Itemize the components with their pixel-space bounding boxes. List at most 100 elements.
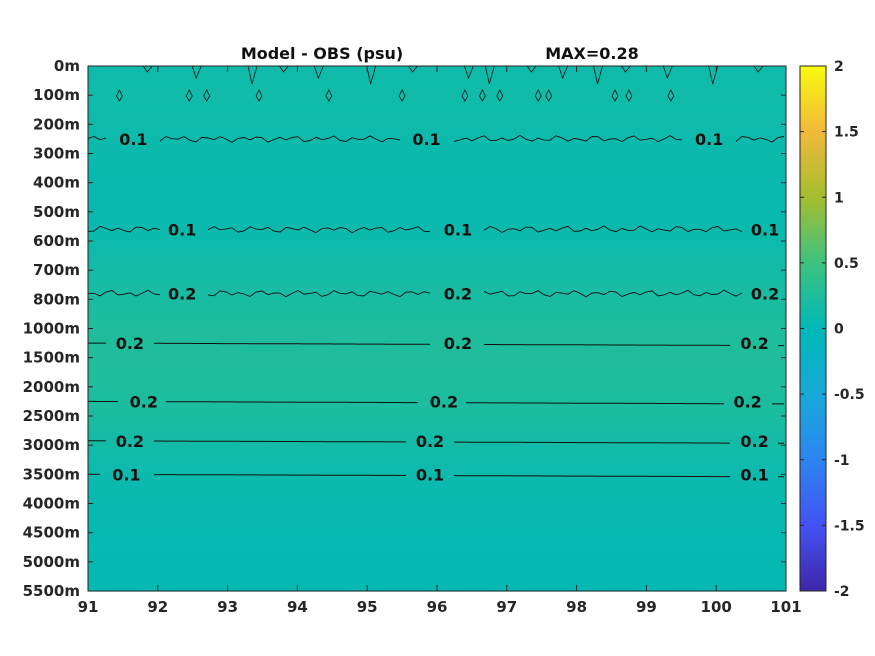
- surface-contour: [478, 89, 486, 102]
- contour-label: 0.1: [119, 130, 147, 149]
- field-band: [88, 386, 786, 395]
- contour-label: 0.2: [116, 432, 144, 451]
- field-band: [88, 168, 786, 176]
- field-band: [88, 510, 786, 519]
- surface-contour: [753, 65, 764, 73]
- surface-contour: [496, 89, 504, 102]
- field-band: [88, 226, 786, 235]
- colorbar-tick-label: 2: [834, 59, 844, 75]
- contour-label: 0.2: [430, 392, 458, 411]
- contour-label: 0.1: [695, 130, 723, 149]
- surface-contour: [621, 65, 631, 73]
- surface-contour: [464, 65, 474, 80]
- field-band: [88, 525, 786, 534]
- field-band: [88, 569, 786, 578]
- y-tick-label: 1000m: [23, 320, 80, 338]
- field-band: [88, 474, 786, 483]
- field-band: [88, 539, 786, 548]
- x-tick-label: 91: [78, 598, 99, 616]
- contour-label: 0.2: [740, 334, 768, 353]
- surface-contour: [191, 65, 202, 80]
- field-band: [88, 343, 786, 351]
- surface-contour: [625, 89, 633, 102]
- field-band: [88, 503, 786, 512]
- field-band: [88, 379, 786, 388]
- field-band: [88, 445, 786, 454]
- field-band: [88, 532, 786, 541]
- y-tick-label: 4500m: [23, 524, 80, 542]
- field-band: [88, 175, 786, 184]
- surface-contour: [255, 89, 263, 102]
- surface-contour: [545, 89, 553, 102]
- field-band: [88, 248, 786, 257]
- x-tick-label: 92: [147, 598, 168, 616]
- surface-contour: [366, 65, 377, 85]
- field-band: [88, 467, 786, 475]
- surface-contour: [526, 65, 537, 73]
- x-tick-label: 99: [636, 598, 657, 616]
- field-band: [88, 350, 786, 359]
- field-band: [88, 219, 786, 228]
- contour-label: 0.1: [416, 465, 444, 484]
- x-tick-label: 96: [427, 598, 448, 616]
- y-tick-label: 3000m: [23, 436, 80, 454]
- x-tick-label: 98: [566, 598, 587, 616]
- field-band: [88, 292, 786, 300]
- y-tick-label: 600m: [33, 232, 80, 250]
- y-tick-label: 4000m: [23, 495, 80, 513]
- surface-contour: [662, 65, 673, 80]
- field-band: [88, 408, 786, 417]
- x-axis: 91 92 93 94 95 96 97 98 99 100 101: [78, 66, 802, 616]
- field-band: [88, 437, 786, 446]
- contour-label: 0.1: [740, 465, 768, 484]
- contour-label: 0.2: [733, 392, 761, 411]
- colorbar-tick-label: -0.5: [834, 387, 865, 403]
- field-band: [88, 182, 786, 191]
- x-tick-label: 97: [496, 598, 517, 616]
- field-band: [88, 306, 786, 315]
- field-band: [88, 321, 786, 330]
- y-tick-label: 1500m: [23, 349, 80, 367]
- x-tick-label: 95: [357, 598, 378, 616]
- contour-label: 0.2: [740, 432, 768, 451]
- contour-line: [88, 400, 784, 405]
- contour-label: 0.1: [444, 220, 472, 239]
- plot-area: [88, 66, 786, 592]
- contour-label: 0.2: [416, 432, 444, 451]
- colorbar-tick-label: 0: [834, 322, 844, 338]
- y-tick-label: 100m: [33, 86, 80, 104]
- surface-contour: [408, 65, 418, 73]
- surface-contour: [461, 89, 469, 102]
- field-band: [88, 284, 786, 293]
- field-band: [88, 124, 786, 133]
- surface-contour: [247, 65, 258, 85]
- x-tick-label: 101: [770, 598, 801, 616]
- field-band: [88, 197, 786, 206]
- field-band: [88, 576, 786, 585]
- y-tick-label: 3500m: [23, 465, 80, 483]
- contour-line: [87, 134, 785, 143]
- contour-label: 0.2: [168, 285, 196, 304]
- colorbar-tick-label: 0.5: [834, 256, 859, 272]
- field-band: [88, 95, 786, 104]
- y-tick-label: 5500m: [23, 582, 80, 600]
- colorbar: 2 1.5 1 0.5 0 -0.5 -1 -1.5 -2: [799, 59, 865, 600]
- field-band: [88, 328, 786, 337]
- field-band: [88, 547, 786, 556]
- field-band: [88, 452, 786, 461]
- field-band: [88, 211, 786, 220]
- field-band: [88, 299, 786, 308]
- y-tick-label: 400m: [33, 174, 80, 192]
- colorbar-tick-label: 1.5: [834, 125, 859, 141]
- y-tick-label: 700m: [33, 261, 80, 279]
- contour-label: 0.2: [444, 285, 472, 304]
- field-band: [88, 459, 786, 468]
- field-band: [88, 270, 786, 279]
- colorbar-tick-label: 1: [834, 190, 844, 206]
- field-band: [88, 233, 786, 242]
- contour-label: 0.2: [130, 392, 158, 411]
- contour-line: [88, 440, 784, 444]
- y-tick-label: 2500m: [23, 407, 80, 425]
- contour-label: 0.1: [112, 465, 140, 484]
- field-band: [88, 357, 786, 366]
